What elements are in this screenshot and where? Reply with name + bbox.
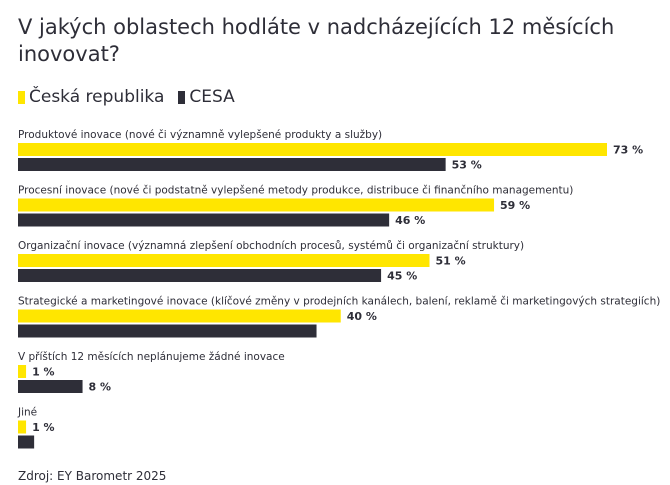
legend: Česká republika CESA <box>18 87 249 107</box>
category-label: Procesní inovace (nové či podstatně vyle… <box>18 185 573 197</box>
bar-cr <box>18 198 495 212</box>
bar-cr <box>18 420 27 434</box>
bar-cesa <box>18 158 446 171</box>
bar-cesa <box>18 324 317 338</box>
bar-cesa <box>18 269 382 282</box>
legend-item-cr: Česká republika <box>18 87 164 107</box>
value-label: 40 % <box>347 310 377 323</box>
category-label: Jiné <box>17 407 37 419</box>
legend-item-cesa: CESA <box>178 87 235 107</box>
chart-title: V jakých oblastech hodláte v nadcházejíc… <box>18 15 615 66</box>
legend-label-cr: Česká republika <box>29 87 165 107</box>
value-label: 51 % <box>435 255 465 268</box>
bar-cr <box>18 254 430 267</box>
value-label: 45 % <box>387 270 417 283</box>
value-label: 59 % <box>500 199 530 212</box>
source-note: Zdroj: EY Barometr 2025 <box>18 469 167 483</box>
category-label: Organizační inovace (významná zlepšení o… <box>18 240 524 252</box>
bar-cr <box>18 365 27 378</box>
value-label: 1 % <box>32 366 55 379</box>
category-label: Produktové inovace (nové či významně vyl… <box>18 129 382 141</box>
legend-label-cesa: CESA <box>189 87 235 107</box>
bar-cr <box>18 309 341 323</box>
value-label: 46 % <box>395 214 425 227</box>
bar-cesa <box>18 213 390 227</box>
value-label: 8 % <box>89 381 112 394</box>
legend-swatch-cr <box>18 90 25 104</box>
category-label: Strategické a marketingové inovace (klíč… <box>18 296 660 308</box>
bar-cesa <box>18 380 83 393</box>
bar-cesa <box>18 435 35 449</box>
value-label: 1 % <box>32 421 55 434</box>
value-label: 53 % <box>452 159 482 172</box>
legend-swatch-cesa <box>178 90 186 104</box>
value-label: 73 % <box>613 144 643 157</box>
bar-cr <box>18 143 607 156</box>
category-label: V příštích 12 měsících neplánujeme žádné… <box>18 351 285 363</box>
